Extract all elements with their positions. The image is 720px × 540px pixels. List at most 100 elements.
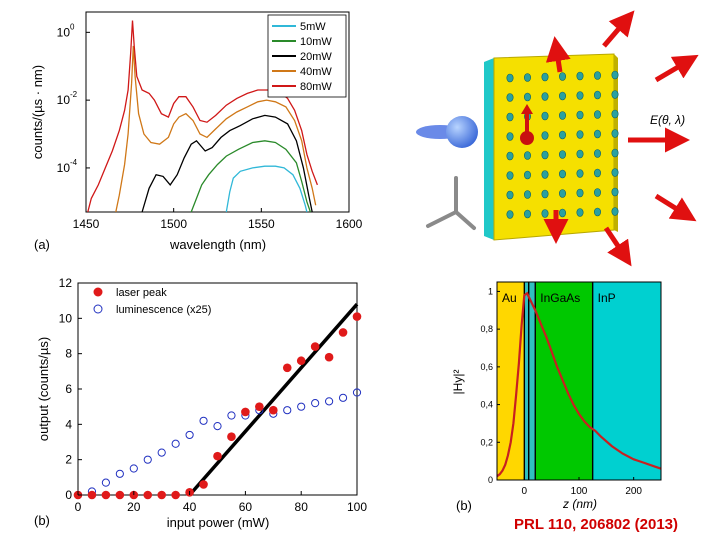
x-axis-label: input power (mW) <box>167 515 270 530</box>
hole <box>541 170 549 179</box>
hole <box>558 72 566 81</box>
hole <box>506 132 514 141</box>
hole <box>506 151 514 161</box>
x-tick-label: 20 <box>127 500 141 514</box>
region-label: InP <box>598 291 616 305</box>
hole <box>611 187 619 197</box>
x-tick-label: 1450 <box>73 217 100 231</box>
hole <box>523 209 531 219</box>
legend-marker-laser <box>93 287 103 297</box>
luminescence-point <box>311 399 320 408</box>
legend-label: 80mW <box>300 81 332 93</box>
x-tick-label: 0 <box>522 486 528 497</box>
hole <box>576 91 584 100</box>
hole <box>576 130 584 139</box>
hole <box>576 110 584 120</box>
region-InP <box>592 282 661 480</box>
emission-arrow <box>654 193 697 222</box>
hole <box>541 150 549 160</box>
luminescence-point <box>171 439 180 448</box>
hole <box>558 91 566 101</box>
hole <box>611 90 619 99</box>
laser-peak-point <box>241 407 250 417</box>
hole <box>593 149 601 158</box>
dipole-up-head <box>521 104 533 114</box>
hole <box>593 90 601 100</box>
luminescence-point <box>185 430 194 440</box>
hole <box>558 208 566 218</box>
hole <box>506 210 514 219</box>
hole <box>523 170 531 180</box>
panel-label: (b) <box>34 513 50 528</box>
hole <box>576 188 584 198</box>
x-tick-label: 60 <box>239 500 253 514</box>
y-tick-label: 4 <box>65 417 72 431</box>
emission-arrows <box>543 10 699 267</box>
hole <box>541 209 549 218</box>
plot-frame <box>85 11 350 213</box>
laser-peak-point <box>227 432 236 442</box>
x-tick-label: 100 <box>347 500 367 514</box>
hole <box>576 208 584 217</box>
x-tick-label: 40 <box>183 500 197 514</box>
y-tick-exponent: -2 <box>70 90 78 99</box>
laser-peak-point <box>338 328 348 337</box>
series-line-5mW <box>225 165 308 213</box>
x-tick-label: 1550 <box>248 217 275 231</box>
x-tick-label: 200 <box>625 486 642 497</box>
panel-label: (a) <box>34 237 50 252</box>
luminescence-point <box>325 397 334 406</box>
hole <box>541 111 549 121</box>
y-tick-label: 12 <box>59 276 73 290</box>
hole <box>593 188 601 197</box>
luminescence-point <box>338 393 348 402</box>
hole <box>558 130 566 140</box>
hole <box>611 129 619 138</box>
laser-peak-point <box>143 490 153 500</box>
hole <box>611 148 619 158</box>
hole <box>558 169 566 179</box>
y-tick-label: 8 <box>65 347 72 361</box>
emission-arrow <box>654 54 699 83</box>
emission-arrow <box>545 36 571 73</box>
luminescence-point <box>129 464 138 473</box>
laser-peak-point <box>269 405 278 415</box>
field-equation: E(θ, λ) <box>650 113 685 127</box>
x-tick-label: 100 <box>571 486 588 497</box>
hole <box>576 169 584 178</box>
laser-peak-point <box>255 402 264 411</box>
y-tick-label: 0 <box>488 475 493 485</box>
legend-label-laser: laser peak <box>116 287 167 299</box>
legend: laser peak luminescence (x25) <box>93 287 211 316</box>
x-tick-label: 80 <box>295 500 309 514</box>
hole <box>593 129 601 139</box>
y-tick-exponent: 0 <box>70 22 75 31</box>
device-illustration: E(θ, λ) <box>416 10 699 267</box>
y-tick-label: 0 <box>65 488 72 502</box>
hole <box>523 190 531 199</box>
y-axis-label: output (counts/µs) <box>36 337 51 441</box>
threshold-fit-line <box>188 303 359 497</box>
y-axis-label: counts/(µs · nm) <box>30 65 45 159</box>
citation: PRL 110, 206802 (2013) <box>514 516 679 533</box>
output-chart: 0 20 40 60 80 100 0 2 4 6 8 10 12 output (counts/µs)… <box>34 276 367 530</box>
y-tick-label: 10 <box>57 161 71 175</box>
hole <box>593 71 601 80</box>
hole <box>576 149 584 159</box>
legend-label-luminescence: luminescence (x25) <box>116 304 211 316</box>
hole <box>611 70 619 80</box>
substrate-edge <box>484 58 494 240</box>
luminescence-point <box>143 455 152 464</box>
emission-arrow <box>602 10 635 48</box>
y-tick-label: 0,2 <box>480 437 493 447</box>
y-tick-label: 10 <box>59 311 73 325</box>
panel-label: (b) <box>456 498 472 513</box>
y-tick-label: 0,6 <box>480 362 493 372</box>
hole <box>593 207 601 217</box>
hole <box>558 150 566 159</box>
laser-peak-point <box>213 451 222 461</box>
laser-peak-point <box>115 490 125 500</box>
